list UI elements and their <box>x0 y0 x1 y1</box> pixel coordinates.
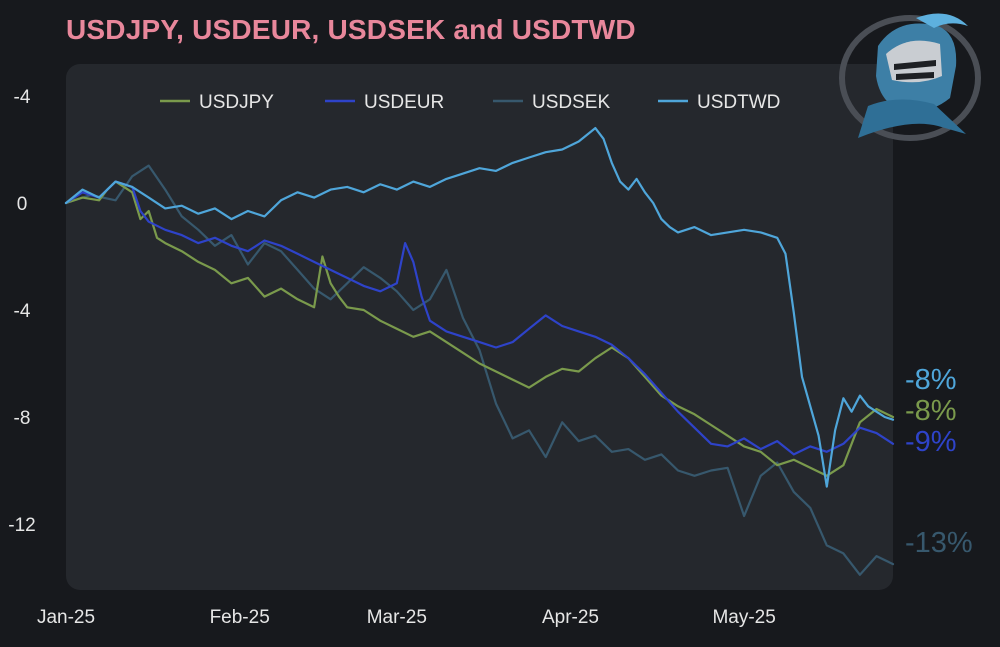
x-tick-label: Apr-25 <box>542 607 599 628</box>
legend-label-usdtwd: USDTWD <box>697 92 780 113</box>
legend-label-usdeur: USDEUR <box>364 92 444 113</box>
end-label-usdeur: -9% <box>905 426 957 458</box>
series-line-usdjpy <box>64 180 895 477</box>
y-tick-label: -4 <box>14 87 31 108</box>
x-tick-label: May-25 <box>712 607 775 628</box>
y-axis: -12 -8 -4 0 -4 <box>8 87 35 536</box>
x-axis: Jan-25 Feb-25 Mar-25 Apr-25 May-25 <box>37 607 776 628</box>
plot-area <box>66 64 893 590</box>
legend-label-usdjpy: USDJPY <box>199 92 274 113</box>
end-label-usdjpy: -8% <box>905 395 957 427</box>
series-line-usdtwd <box>64 127 895 488</box>
series-line-usdeur <box>64 180 895 456</box>
knight-logo-icon <box>839 13 981 141</box>
y-tick-label: -12 <box>8 515 35 536</box>
y-tick-label: -4 <box>14 301 31 322</box>
y-tick-label: 0 <box>17 194 28 215</box>
y-tick-label: -8 <box>14 408 31 429</box>
chart-title: USDJPY, USDEUR, USDSEK and USDTWD <box>66 14 636 45</box>
end-label-usdtwd: -8% <box>905 364 957 396</box>
end-labels: -13%-8%-9%-8% <box>905 364 973 559</box>
end-label-usdsek: -13% <box>905 527 973 559</box>
legend: USDJPY USDEUR USDSEK USDTWD <box>160 92 780 113</box>
series-lines <box>64 127 895 576</box>
legend-label-usdsek: USDSEK <box>532 92 610 113</box>
series-line-usdsek <box>64 164 895 576</box>
x-tick-label: Jan-25 <box>37 607 95 628</box>
x-tick-label: Feb-25 <box>210 607 270 628</box>
x-tick-label: Mar-25 <box>367 607 427 628</box>
